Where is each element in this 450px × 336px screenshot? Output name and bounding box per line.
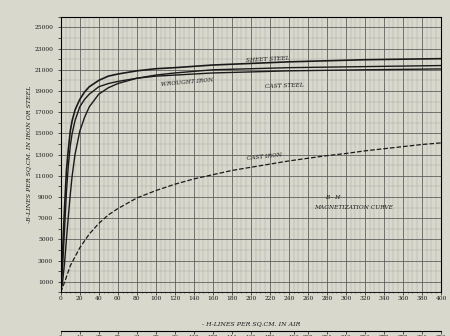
Text: B - H: B - H [325, 195, 340, 200]
Text: SHEET STEEL: SHEET STEEL [246, 56, 290, 64]
Text: CAST IRON: CAST IRON [246, 152, 282, 161]
Text: MAGNETIZATION CURVE: MAGNETIZATION CURVE [314, 205, 392, 210]
X-axis label: - H-LINES PER SQ.CM. IN AIR: - H-LINES PER SQ.CM. IN AIR [202, 321, 300, 326]
Text: CAST STEEL: CAST STEEL [265, 83, 304, 89]
Text: WROUGHT IRON: WROUGHT IRON [161, 77, 213, 87]
Y-axis label: -B-LINES PER SQ.CM. IN IRON OR STEEL: -B-LINES PER SQ.CM. IN IRON OR STEEL [27, 86, 32, 223]
